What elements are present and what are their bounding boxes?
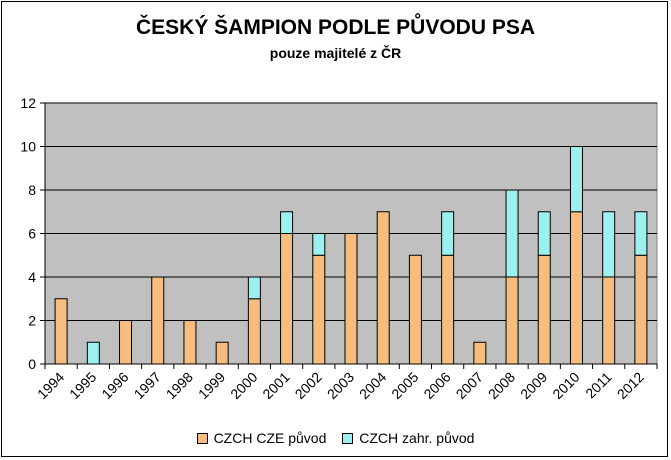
bar-czch-cze-2000 [247,298,261,365]
x-tick-label: 2007 [453,369,486,402]
x-tick-label: 2003 [324,369,357,402]
x-tick-label: 1995 [66,369,99,402]
x-tick-label: 1994 [34,369,67,402]
bar-czch-cze-1996 [119,320,133,365]
bar-czch-zahr-2008 [505,189,519,278]
x-tick-label: 2012 [614,369,647,402]
bar-czch-cze-2004 [376,211,390,365]
bar-czch-cze-2012 [634,254,648,365]
x-tick-label: 2000 [227,369,260,402]
y-tick-label: 8 [28,182,36,198]
y-tick-label: 10 [20,139,36,155]
x-tick-label: 2011 [582,369,615,402]
bar-czch-cze-2005 [408,254,422,365]
bar-czch-zahr-1995 [86,341,100,365]
bar-czch-cze-2008 [505,276,519,365]
y-tick-label: 6 [28,226,36,242]
x-tick-label: 1997 [131,369,164,402]
bar-czch-zahr-2010 [569,146,583,213]
bar-czch-cze-1994 [54,298,68,365]
y-tick-label: 12 [20,95,36,111]
legend-label-czch-zahr: CZCH zahr. původ [359,430,475,446]
bar-czch-zahr-2011 [602,211,616,278]
legend-label-czch-cze: CZCH CZE původ [213,430,327,446]
y-tick-label: 0 [28,356,36,372]
x-tick-label: 2010 [549,369,582,402]
legend-item-czch-zahr: CZCH zahr. původ [342,430,474,446]
bar-czch-cze-2010 [569,211,583,365]
bar-czch-zahr-2012 [634,211,648,256]
bar-czch-cze-1997 [151,276,165,365]
bar-czch-zahr-2001 [280,211,294,234]
legend-item-czch-cze: CZCH CZE původ [196,430,327,446]
bar-czch-zahr-2000 [247,276,261,300]
bar-czch-cze-2011 [602,276,616,365]
bar-czch-cze-2003 [344,233,358,365]
bar-czch-cze-2001 [280,233,294,365]
legend-swatch-czch-zahr [342,432,354,444]
bar-czch-zahr-2006 [441,211,455,256]
y-tick-label: 2 [28,313,36,329]
bar-czch-zahr-2009 [537,211,551,256]
bar-czch-zahr-2002 [312,233,326,256]
bar-czch-cze-1998 [183,320,197,365]
x-tick-label: 2002 [292,369,325,402]
y-tick-label: 4 [28,269,36,285]
x-tick-label: 2006 [420,369,453,402]
bar-czch-cze-2002 [312,254,326,365]
x-tick-label: 2004 [356,369,389,402]
legend-swatch-czch-cze [196,432,208,444]
bar-czch-cze-1999 [215,341,229,365]
x-tick-label: 1996 [98,369,131,402]
x-tick-label: 2008 [485,369,518,402]
legend: CZCH CZE původ CZCH zahr. původ [0,430,671,447]
chart-title: ČESKÝ ŠAMPION PODLE PŮVODU PSA [135,16,536,39]
x-tick-label: 2009 [517,369,550,402]
bar-czch-cze-2007 [473,341,487,365]
chart-subtitle: pouze majitelé z ČR [269,45,402,61]
bar-czch-cze-2009 [537,254,551,365]
x-tick-label: 2005 [388,369,421,402]
x-tick-label: 2001 [259,369,292,402]
x-tick-label: 1999 [195,369,228,402]
x-tick-label: 1998 [163,369,196,402]
bar-czch-cze-2006 [441,254,455,365]
